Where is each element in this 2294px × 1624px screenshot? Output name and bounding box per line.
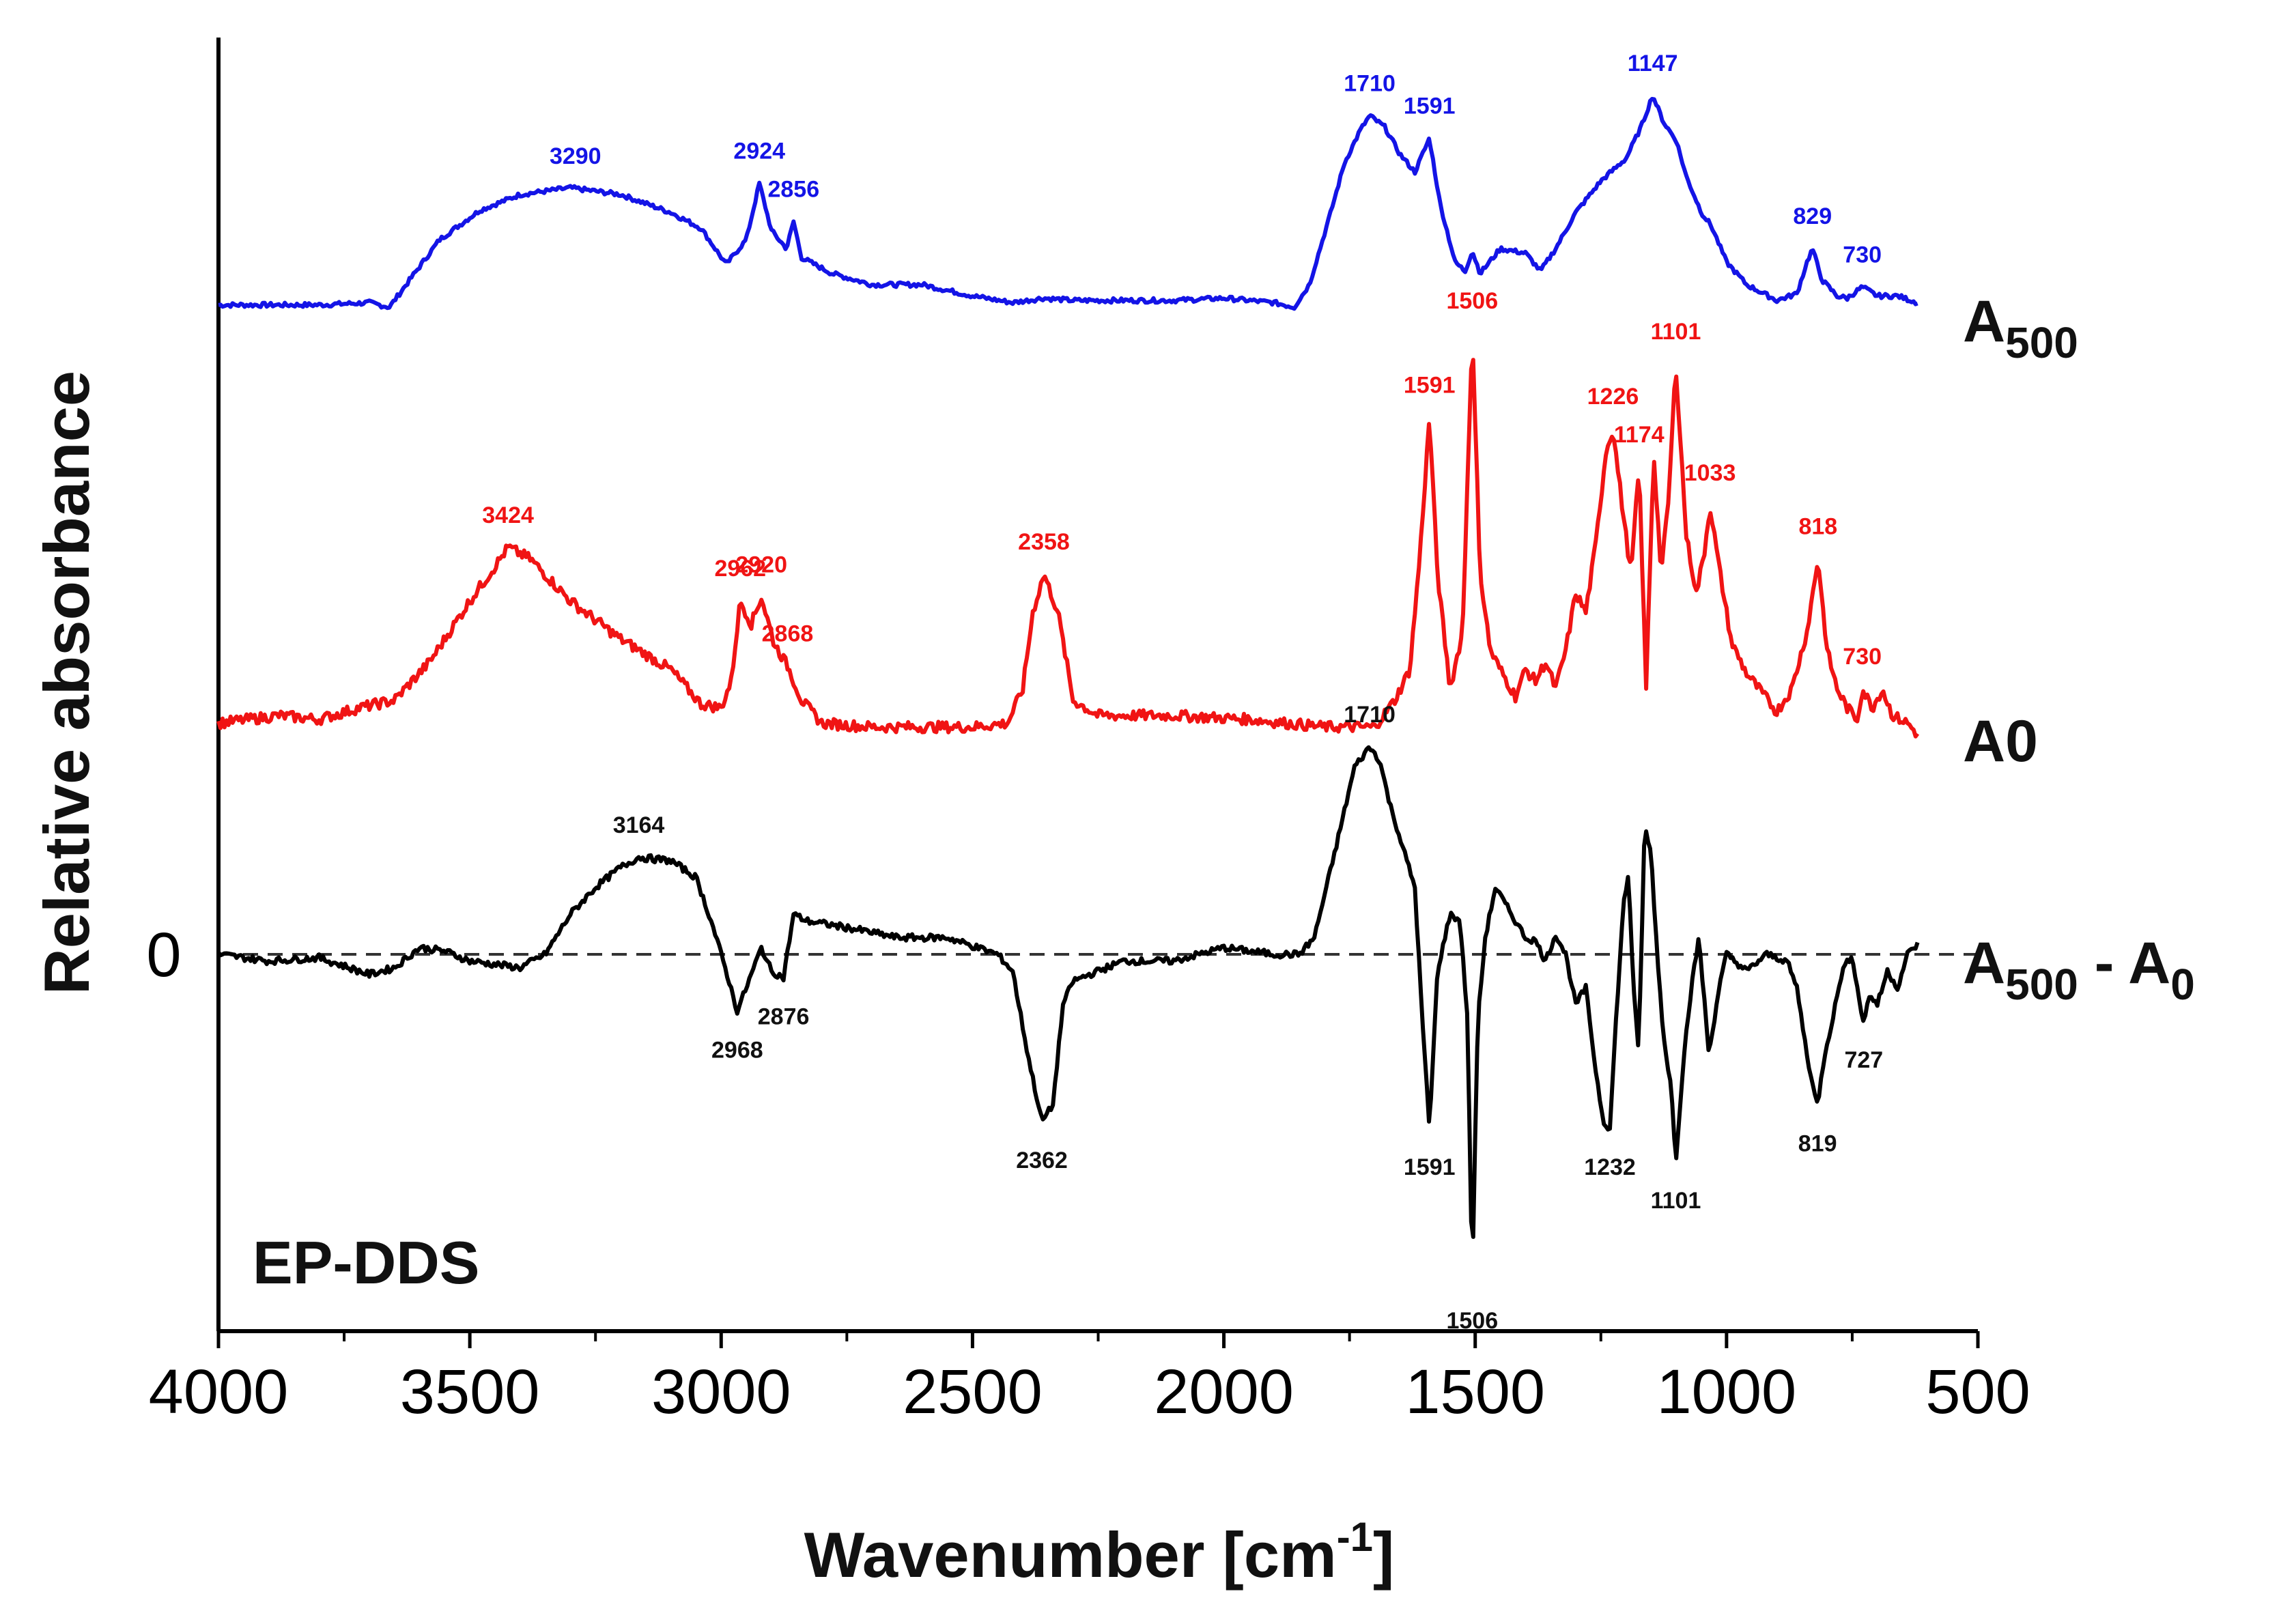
peak-label: 2920 <box>735 552 787 578</box>
peak-label: 2876 <box>758 1003 810 1029</box>
series-label-label-rest: - A <box>2078 930 2170 996</box>
peak-label: 1710 <box>1344 71 1396 97</box>
x-tick-label: 2500 <box>903 1357 1043 1427</box>
peak-label: 2962 <box>714 556 766 582</box>
peak-label: 1506 <box>1446 288 1498 314</box>
series-label-label-main: A <box>1963 930 2005 996</box>
series-label-label-main: A0 <box>1963 709 2038 774</box>
peak-label: 3424 <box>482 502 534 528</box>
panel-label-box: EP-DDS <box>232 1188 587 1317</box>
x-tick-label: 4000 <box>149 1357 289 1427</box>
peak-label: 2362 <box>1016 1148 1068 1173</box>
series-label-label-main: A <box>1963 289 2005 354</box>
series-line <box>218 96 1918 311</box>
x-tick-label: 3000 <box>651 1357 791 1427</box>
peak-label: 1033 <box>1684 460 1736 486</box>
peak-label: 1174 <box>1614 422 1665 448</box>
y-zero-label: 0 <box>146 920 181 990</box>
peak-label: 819 <box>1798 1131 1837 1157</box>
series-label: A500 - A0 <box>1963 930 2195 1009</box>
peak-label: 829 <box>1793 203 1832 229</box>
x-axis-title-main: Wavenumber [cm <box>804 1519 1337 1591</box>
peak-label: 1101 <box>1651 1188 1701 1214</box>
series-2: 3164 2968 2876 2362 1710 1591 1506 1232 1101 819 7… <box>216 702 2195 1334</box>
series-line <box>216 745 1920 1239</box>
series-0: 3290 2924 2856 1710 1591 1147 829 730 A500 <box>218 51 2078 367</box>
series-label-label-rest-sub: 0 <box>2170 960 2195 1009</box>
x-axis-ticks: 4000 3500 3000 2500 2000 1500 1000 500 <box>149 1331 2030 1427</box>
panel-label: EP-DDS <box>253 1229 480 1296</box>
peak-label: 1591 <box>1404 94 1456 119</box>
x-tick-label: 1500 <box>1405 1357 1545 1427</box>
series-line <box>216 358 1920 739</box>
x-tick-label: 1000 <box>1657 1357 1797 1427</box>
peak-label: 2968 <box>711 1037 763 1063</box>
peak-label: 730 <box>1843 242 1882 268</box>
peak-label: 2868 <box>762 621 814 646</box>
peak-label: 1232 <box>1584 1154 1636 1180</box>
peak-label: 818 <box>1798 514 1837 540</box>
y-axis-title: Relative absorbance <box>31 371 102 995</box>
x-axis-title: Wavenumber [cm-1] <box>804 1514 1395 1591</box>
peak-label: 730 <box>1843 644 1882 670</box>
peak-label: 3290 <box>550 143 601 169</box>
x-axis-title-superscript: -1 <box>1337 1514 1373 1560</box>
peak-label: 2856 <box>767 177 819 203</box>
peak-label: 1147 <box>1628 51 1678 76</box>
peak-label: 1591 <box>1404 1154 1456 1180</box>
peak-label: 2358 <box>1018 529 1070 555</box>
peak-label: 1226 <box>1587 384 1639 410</box>
peak-label: 727 <box>1844 1047 1883 1073</box>
series-layer: 3290 29242856171015911147829730A500342429… <box>216 51 2195 1334</box>
series-label-label-sub: 500 <box>2005 318 2078 367</box>
x-axis-title-close: ] <box>1373 1519 1394 1591</box>
peak-label: 1506 <box>1446 1308 1498 1334</box>
series-label-label-sub: 500 <box>2005 960 2078 1009</box>
peak-label: 1710 <box>1344 702 1396 728</box>
series-label: A0 <box>1963 709 2038 774</box>
peak-label: 2924 <box>733 139 785 165</box>
x-tick-label: 2000 <box>1154 1357 1294 1427</box>
peak-label: 1101 <box>1651 319 1701 345</box>
x-tick-label: 500 <box>1925 1357 2030 1427</box>
x-tick-label: 3500 <box>400 1357 540 1427</box>
series-label: A500 <box>1963 289 2078 367</box>
peak-label: 3164 <box>613 812 665 838</box>
peak-label: 1591 <box>1404 372 1456 398</box>
